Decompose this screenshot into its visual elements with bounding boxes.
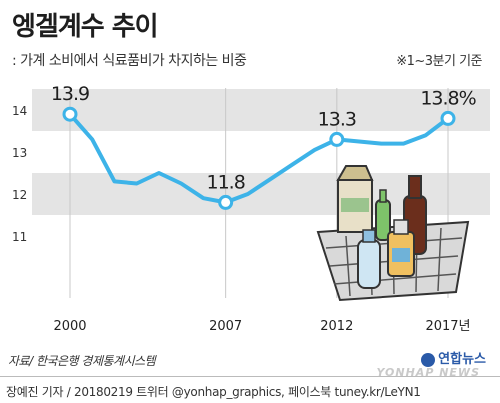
logo-text: 연합뉴스 [438,352,486,367]
grocery-basket-illustration [316,165,470,302]
data-point-marker [62,106,78,122]
x-tick-label: 2000 [53,319,86,334]
y-tick-label: 12 [12,188,27,202]
data-markers [62,106,456,210]
engel-coefficient-line [68,112,450,205]
basis-note: ※1~3분기 기준 [396,54,482,69]
x-tick-label: 2012 [320,319,353,334]
y-band [32,89,490,131]
yonhap-logo: 연합뉴스 [421,348,486,367]
data-point-marker [218,194,234,210]
y-tick-label: 13 [12,146,27,160]
watermark: YONHAP NEWS [376,366,480,379]
y-tick-label: 11 [12,230,27,244]
data-point-marker [329,131,345,147]
source-note: 자료/ 한국은행 경제통계시스템 [8,354,156,368]
data-label: 13.8% [420,87,475,109]
x-tick-label: 2017년 [425,319,470,334]
y-axis-ticks: 11 12 13 14 [12,104,27,244]
data-label: 11.8 [206,171,244,193]
footer-divider [0,376,500,377]
data-label: 13.3 [318,108,356,130]
x-tick-label: 2007 [209,319,242,334]
data-point-marker [440,110,456,126]
chart-title: 엥겔계수 추이 [12,12,159,42]
y-tick-label: 14 [12,104,27,118]
chart-subtitle: : 가계 소비에서 식료품비가 차지하는 비중 [12,53,247,69]
logo-mark-icon [421,352,436,367]
credit-line: 장예진 기자 / 20180219 트위터 @yonhap_graphics, … [6,385,421,399]
x-axis-ticks: 2000 2007 2012 2017년 [53,319,470,334]
data-label: 13.9 [51,83,89,105]
data-labels: 13.9 11.8 13.3 13.8% [51,83,477,193]
